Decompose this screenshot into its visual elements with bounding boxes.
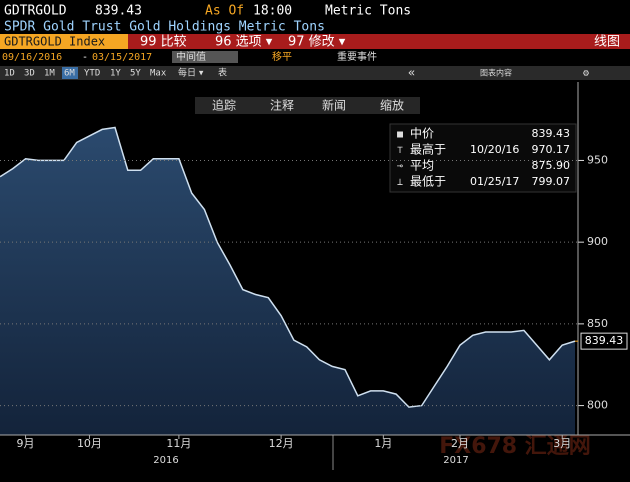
option[interactable]: 重要事件 [337, 50, 377, 63]
description: SPDR Gold Trust Gold Holdings Metric Ton… [4, 20, 325, 35]
x-tick-label: 11月 [166, 437, 191, 450]
period[interactable]: Max [150, 69, 167, 79]
period[interactable]: 5Y [130, 69, 141, 79]
ticker: GDTRGOLD [4, 4, 67, 19]
x-tick-label: 2月 [451, 437, 469, 450]
x-tick-label: 3月 [553, 437, 571, 450]
time: 18:00 [253, 4, 292, 19]
y-tick-label: 950 [587, 153, 608, 166]
period[interactable]: 1M [44, 69, 55, 79]
frequency[interactable]: 每日 ▾ [178, 67, 204, 79]
period[interactable]: 3D [24, 69, 35, 79]
legend-value: 839.43 [532, 127, 571, 140]
area-line [0, 126, 576, 408]
legend-label: 最高于 [410, 142, 446, 157]
y-tick-label: 900 [587, 235, 608, 248]
tool[interactable]: 追踪 [212, 98, 236, 113]
legend-label: 最低于 [410, 175, 446, 189]
period[interactable]: 1D [4, 69, 15, 79]
legend-date: 10/20/16 [470, 143, 519, 156]
as-of: As Of [205, 4, 244, 19]
mode[interactable]: 中间值 [176, 50, 206, 63]
price: 839.43 [95, 4, 142, 19]
unit: Metric Tons [325, 4, 411, 19]
option[interactable]: 移平 [272, 50, 292, 63]
legend-symbol: ⊤ [397, 145, 403, 156]
legend-value: 799.07 [532, 175, 571, 188]
chart-content[interactable]: 图表内容 [480, 68, 512, 78]
legend-symbol: ⊸ [397, 161, 403, 172]
legend-label: 平均 [410, 159, 434, 173]
x-tick-label: 10月 [77, 437, 102, 450]
y-tick-label: 800 [587, 399, 608, 412]
legend-value: 970.17 [532, 143, 571, 156]
year-label: 2016 [153, 455, 178, 466]
watermark: FX678 汇通网 [439, 434, 591, 459]
table[interactable]: 表 [218, 67, 227, 79]
menu-item[interactable]: 99 比较 [140, 35, 187, 50]
period[interactable]: YTD [84, 69, 100, 79]
period[interactable]: 1Y [110, 69, 121, 79]
period-bar [0, 66, 630, 80]
legend-label: 中价 [410, 126, 434, 141]
period[interactable]: 6M [64, 69, 75, 79]
menu-item[interactable]: 96 选项 ▾ [215, 35, 273, 50]
end-date[interactable]: 03/15/2017 [92, 52, 152, 63]
start-date[interactable]: 09/16/2016 [2, 52, 62, 63]
tool[interactable]: 注释 [270, 98, 294, 113]
period-selected [62, 67, 78, 79]
last-value-label: 839.43 [585, 334, 624, 347]
chart-kind[interactable]: 线图 [594, 35, 620, 50]
y-tick-label: 850 [587, 317, 608, 330]
tool-bar [195, 97, 420, 114]
x-tick-label: 12月 [269, 437, 294, 450]
x-tick-label: 1月 [374, 437, 392, 450]
legend-value: 875.90 [532, 159, 571, 172]
security-box [0, 34, 128, 49]
legend-symbol: ■ [397, 129, 403, 140]
security: GDTRGOLD Index [4, 35, 105, 49]
legend-symbol: ⊥ [397, 177, 403, 188]
tool[interactable]: 缩放 [380, 98, 404, 113]
legend-box [389, 123, 577, 193]
collapse[interactable]: « [408, 66, 415, 80]
tool[interactable]: 新闻 [322, 98, 346, 113]
menu-bar [128, 34, 630, 49]
legend-date: 01/25/17 [470, 175, 519, 188]
settings[interactable]: ⚙ [582, 68, 589, 79]
mode-box [172, 51, 238, 63]
last-value-box [580, 332, 628, 350]
menu-item[interactable]: 97 修改 ▾ [288, 35, 346, 50]
year-label: 2017 [443, 455, 468, 466]
date-sep: - [82, 52, 88, 63]
area [0, 127, 575, 435]
x-tick-label: 9月 [17, 437, 35, 450]
